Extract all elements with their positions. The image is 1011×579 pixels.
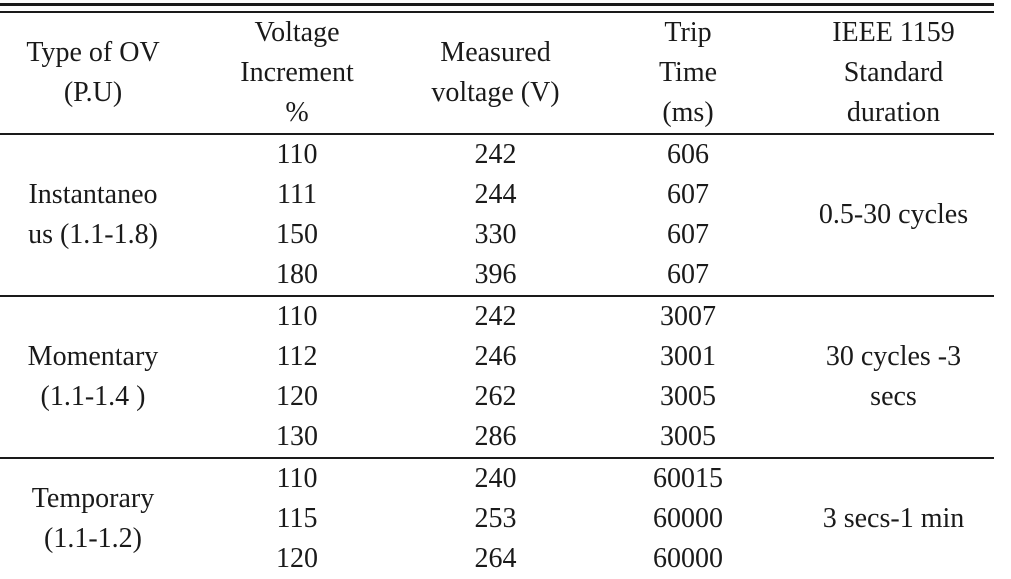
- trip-time-cell: 607: [667, 219, 709, 250]
- header-line: Increment: [240, 57, 354, 88]
- trip-time-cell: 60000: [653, 503, 723, 534]
- voltage-cell: 286: [474, 421, 517, 452]
- header-type-of-ov: Type of OV (P.U): [0, 13, 186, 134]
- trip-time-cell: 607: [667, 179, 709, 210]
- header-measured-voltage: Measured voltage (V): [408, 13, 583, 134]
- header-trip-time: Trip Time (ms): [583, 13, 793, 134]
- header-row: Type of OV (P.U) Voltage Increment % Mea…: [0, 13, 994, 134]
- trip-time-cell: 60000: [653, 543, 723, 574]
- header-line: IEEE 1159: [832, 17, 955, 48]
- trip-time-cell: 607: [667, 259, 709, 290]
- trip-time-cell: 3001: [660, 341, 716, 372]
- increment-cell: 150: [276, 219, 318, 250]
- header-line: %: [285, 97, 309, 128]
- voltage-cell: 330: [474, 219, 517, 250]
- header-line: Voltage: [254, 17, 340, 48]
- table-row: 130 286 3005: [0, 417, 994, 458]
- duration-line: 30 cycles -3: [825, 341, 962, 372]
- increment-cell: 110: [186, 133, 408, 175]
- voltage-cell: 262: [474, 381, 517, 412]
- ov-type-cell: Temporary (1.1-1.2): [0, 457, 186, 579]
- duration-cell: 0.5-30 cycles: [793, 133, 994, 296]
- header-line: (ms): [662, 97, 714, 128]
- increment-cell: 180: [276, 259, 318, 290]
- voltage-cell: 246: [474, 341, 517, 372]
- table-body: Instantaneo us (1.1-1.8) 110 242 606 0.5…: [0, 133, 994, 579]
- increment-cell: 120: [276, 381, 318, 412]
- trip-time-cell: 3005: [660, 381, 716, 412]
- trip-time-cell: 3005: [660, 421, 716, 452]
- header-ieee-duration: IEEE 1159 Standard duration: [793, 13, 994, 134]
- table-row: Momentary (1.1-1.4 ) 110 242 3007 30 cyc…: [0, 295, 994, 458]
- header-line: Trip: [664, 17, 712, 48]
- header-line: Standard: [843, 57, 944, 88]
- header-line: duration: [846, 97, 941, 128]
- voltage-cell: 396: [474, 259, 517, 290]
- table-row: 112 246 3001: [0, 337, 994, 377]
- header-line: Time: [658, 57, 718, 88]
- increment-cell: 130: [276, 421, 318, 452]
- header-voltage-increment: Voltage Increment %: [186, 13, 408, 134]
- header-line: Type of OV: [26, 37, 160, 68]
- ov-type-line: Momentary: [27, 341, 159, 372]
- voltage-cell: 253: [474, 503, 517, 534]
- duration-cell: 3 secs-1 min: [793, 457, 994, 579]
- table-row: 120 264 60000: [0, 539, 994, 579]
- header-line: Measured: [440, 37, 551, 68]
- table-row: 111 244 607: [0, 175, 994, 215]
- table-row: 150 330 607: [0, 215, 994, 255]
- table-header: Type of OV (P.U) Voltage Increment % Mea…: [0, 13, 994, 134]
- increment-cell: 120: [276, 543, 318, 574]
- header-line: (P.U): [63, 77, 123, 108]
- duration-line: 0.5-30 cycles: [818, 199, 969, 230]
- table-row: 180 396 607: [0, 255, 994, 296]
- voltage-cell: 242: [408, 295, 583, 337]
- ov-type-line: us (1.1-1.8): [28, 219, 158, 250]
- increment-cell: 110: [186, 457, 408, 499]
- ov-type-line: Instantaneo: [28, 179, 158, 210]
- top-rule-thin: [0, 11, 994, 13]
- ov-type-line: Temporary: [31, 483, 155, 514]
- trip-time-cell: 60015: [583, 457, 793, 499]
- table-row: 115 253 60000: [0, 499, 994, 539]
- duration-line: secs: [870, 381, 917, 412]
- trip-time-cell: 3007: [583, 295, 793, 337]
- ov-type-cell: Momentary (1.1-1.4 ): [0, 295, 186, 458]
- increment-cell: 112: [276, 341, 318, 372]
- trip-time-cell: 606: [583, 133, 793, 175]
- top-rule-thick: [0, 3, 994, 6]
- table-row: 120 262 3005: [0, 377, 994, 417]
- ov-type-cell: Instantaneo us (1.1-1.8): [0, 133, 186, 296]
- increment-cell: 115: [276, 503, 318, 534]
- table-row: Temporary (1.1-1.2) 110 240 60015 3 secs…: [0, 457, 994, 579]
- voltage-cell: 264: [474, 543, 517, 574]
- overvoltage-trip-table: Type of OV (P.U) Voltage Increment % Mea…: [0, 13, 994, 579]
- increment-cell: 111: [277, 179, 317, 210]
- table-row: Instantaneo us (1.1-1.8) 110 242 606 0.5…: [0, 133, 994, 296]
- increment-cell: 110: [186, 295, 408, 337]
- duration-line: 3 secs-1 min: [822, 503, 965, 534]
- voltage-cell: 242: [408, 133, 583, 175]
- ov-type-line: (1.1-1.2): [44, 523, 142, 554]
- header-line: voltage (V): [431, 77, 560, 108]
- ov-type-line: (1.1-1.4 ): [40, 381, 146, 412]
- voltage-cell: 244: [474, 179, 517, 210]
- voltage-cell: 240: [408, 457, 583, 499]
- duration-cell: 30 cycles -3 secs: [793, 295, 994, 458]
